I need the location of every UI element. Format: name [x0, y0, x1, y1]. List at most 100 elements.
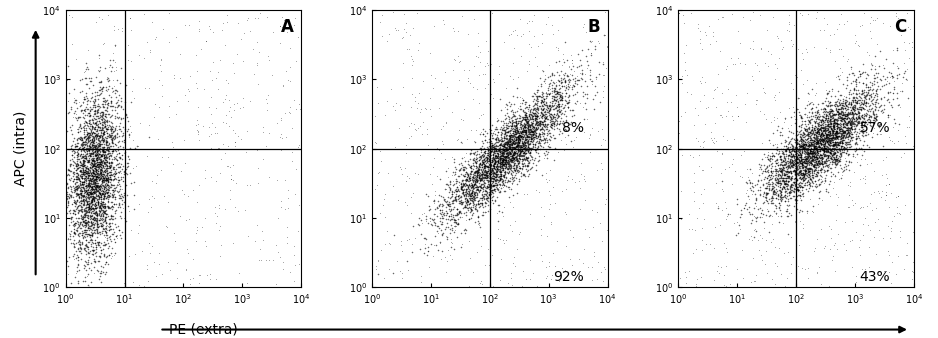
Point — [485, 178, 500, 184]
Point — [771, 180, 786, 186]
Point — [851, 87, 866, 93]
Point — [390, 27, 405, 32]
Point — [871, 188, 886, 194]
Point — [87, 165, 102, 170]
Point — [83, 190, 98, 196]
Point — [849, 112, 864, 117]
Point — [88, 202, 103, 208]
Point — [760, 165, 775, 170]
Point — [532, 140, 547, 145]
Point — [821, 121, 836, 126]
Point — [102, 132, 117, 138]
Point — [73, 168, 88, 173]
Point — [821, 125, 836, 130]
Point — [838, 100, 853, 106]
Point — [820, 132, 835, 138]
Point — [837, 112, 852, 118]
Point — [497, 158, 512, 163]
Point — [484, 167, 499, 172]
Point — [83, 173, 98, 178]
Point — [515, 116, 530, 121]
Point — [69, 197, 84, 202]
Point — [98, 269, 113, 274]
Point — [521, 143, 536, 149]
Point — [715, 207, 730, 212]
Point — [494, 183, 509, 188]
Point — [96, 149, 111, 155]
Point — [507, 162, 522, 167]
Point — [418, 218, 433, 223]
Point — [483, 181, 498, 186]
Point — [547, 135, 562, 141]
Point — [537, 115, 552, 120]
Point — [848, 142, 863, 147]
Point — [818, 140, 833, 146]
Point — [810, 140, 825, 146]
Point — [111, 116, 126, 121]
Point — [769, 186, 784, 192]
Point — [571, 271, 586, 276]
Point — [794, 161, 809, 167]
Point — [108, 108, 123, 113]
Point — [827, 99, 842, 105]
Point — [445, 189, 460, 194]
Point — [788, 132, 803, 138]
Point — [809, 139, 825, 144]
Point — [95, 210, 110, 216]
Point — [464, 204, 479, 210]
Point — [98, 156, 113, 162]
Point — [803, 166, 818, 171]
Point — [767, 244, 782, 249]
Point — [83, 234, 98, 240]
Point — [890, 102, 905, 108]
Point — [84, 185, 99, 190]
Point — [73, 151, 88, 157]
Point — [776, 152, 791, 157]
Point — [856, 112, 871, 117]
Point — [725, 162, 740, 167]
Point — [90, 132, 105, 137]
Point — [83, 210, 98, 215]
Point — [822, 130, 837, 135]
Point — [518, 120, 533, 125]
Point — [434, 221, 449, 227]
Point — [76, 175, 91, 180]
Point — [461, 195, 477, 200]
Point — [770, 162, 785, 167]
Point — [522, 145, 537, 151]
Point — [800, 177, 815, 183]
Point — [90, 188, 105, 193]
Point — [837, 115, 852, 121]
Point — [141, 210, 156, 215]
Point — [78, 267, 93, 272]
Point — [828, 192, 843, 197]
Point — [103, 161, 118, 166]
Point — [494, 138, 509, 144]
Point — [395, 84, 410, 89]
Point — [63, 231, 78, 236]
Point — [508, 175, 523, 181]
Point — [490, 154, 505, 159]
Point — [463, 207, 478, 212]
Point — [439, 236, 454, 241]
Point — [490, 143, 505, 149]
Point — [841, 130, 856, 135]
Point — [497, 132, 512, 137]
Point — [498, 168, 513, 174]
Point — [796, 141, 811, 146]
Point — [96, 211, 111, 216]
Point — [501, 146, 516, 151]
Point — [501, 114, 516, 119]
Point — [761, 181, 776, 186]
Point — [546, 89, 561, 95]
Point — [85, 241, 100, 246]
Point — [819, 132, 834, 138]
Point — [799, 183, 814, 188]
Point — [823, 132, 838, 138]
Point — [550, 70, 565, 75]
Point — [855, 90, 870, 96]
Point — [851, 108, 866, 114]
Point — [141, 278, 156, 283]
Point — [853, 252, 868, 258]
Point — [805, 144, 820, 149]
